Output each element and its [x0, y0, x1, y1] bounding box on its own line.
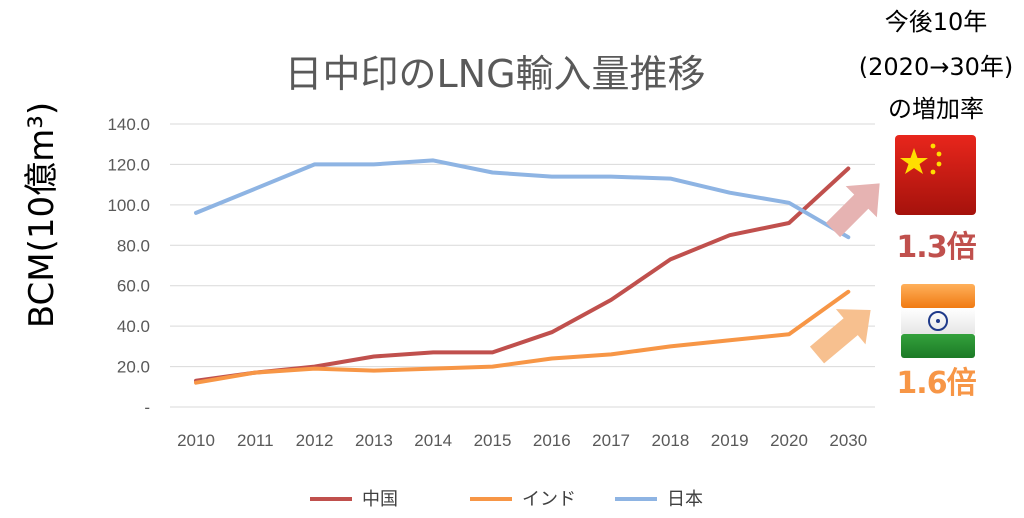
y-tick-label: 60.0: [117, 277, 150, 296]
grid: [170, 123, 875, 408]
series-line-0: [194, 166, 851, 383]
y-tick-label: -: [144, 398, 150, 417]
y-axis-label: BCM(10億m³): [22, 102, 62, 328]
y-tick-label: 40.0: [117, 317, 150, 336]
y-tick-label: 140.0: [107, 115, 150, 134]
series-lines: [194, 158, 851, 385]
india-growth-rate: 1.6倍: [896, 366, 976, 401]
x-tick-label: 2018: [651, 431, 689, 450]
y-tick-label: 100.0: [107, 196, 150, 215]
china-increase-arrow: [825, 183, 880, 238]
x-tick-label: 2016: [533, 431, 571, 450]
x-tick-label: 2017: [592, 431, 630, 450]
series-line-2: [194, 158, 851, 240]
y-tick-label: 80.0: [117, 236, 150, 255]
y-tick-label: 20.0: [117, 358, 150, 377]
legend-label: 日本: [667, 489, 703, 510]
annotation-heading-line-2: (2020→30年): [859, 53, 1013, 81]
x-tick-label: 2019: [711, 431, 749, 450]
y-axis-ticks: - 20.0 40.0 60.0 80.0 100.0 120.0 140.0: [107, 115, 150, 417]
legend: 中国 インド 日本: [310, 489, 703, 510]
annotation-heading-line-1: 今後10年: [885, 8, 988, 36]
x-tick-label: 2030: [829, 431, 867, 450]
x-tick-label: 2012: [296, 431, 334, 450]
series-line-1: [194, 289, 851, 385]
x-axis-ticks: 2010 2011 2012 2013 2014 2015 2016 2017 2018 2019…: [177, 431, 867, 450]
x-tick-label: 2020: [770, 431, 808, 450]
x-tick-label: 2011: [237, 431, 274, 450]
x-tick-label: 2014: [414, 431, 452, 450]
y-tick-label: 120.0: [107, 155, 150, 174]
china-growth-rate: 1.3倍: [896, 230, 976, 265]
legend-label: インド: [522, 489, 576, 510]
annotation-heading-line-3: の増加率: [888, 95, 984, 123]
india-increase-arrow: [809, 309, 871, 364]
india-flag-icon: [901, 284, 975, 358]
x-tick-label: 2010: [177, 431, 215, 450]
chart-title: 日中印のLNG輸入量推移: [284, 52, 705, 96]
x-tick-label: 2015: [474, 431, 512, 450]
x-tick-label: 2013: [355, 431, 393, 450]
legend-label: 中国: [362, 489, 398, 510]
china-flag-icon: [895, 135, 976, 215]
